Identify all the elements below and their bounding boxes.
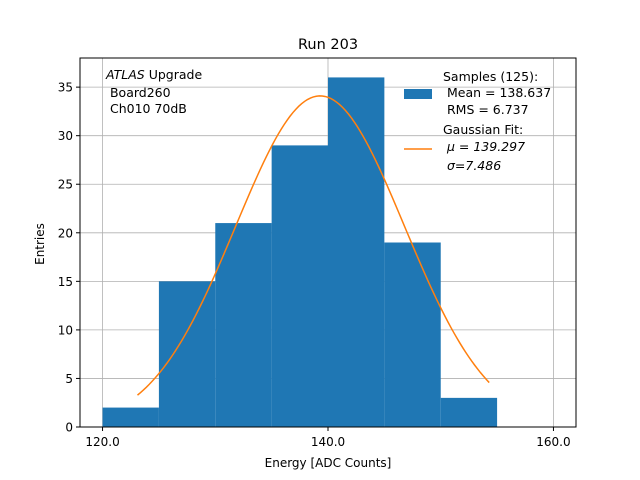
y-tick-label: 10	[58, 323, 73, 337]
y-tick-label: 35	[58, 81, 73, 95]
y-tick-label: 0	[65, 421, 73, 435]
histogram-bar	[215, 223, 272, 427]
y-tick-label: 15	[58, 275, 73, 289]
legend-samples-title: Samples (125):	[443, 69, 538, 84]
histogram-bar	[102, 407, 159, 427]
y-tick-label: 30	[58, 129, 73, 143]
histogram-bar	[440, 397, 498, 427]
histogram-bar	[158, 281, 216, 427]
x-tick-label: 140.0	[311, 435, 345, 449]
annotation-upgrade: Upgrade	[145, 67, 203, 82]
y-tick-label: 20	[58, 226, 73, 240]
y-axis-ticks: 0 5 10 15 20 25 30 35	[58, 81, 80, 435]
x-axis-label: Energy [ADC Counts]	[265, 456, 392, 470]
y-tick-label: 5	[65, 372, 73, 386]
annotation-line-1: ATLAS Upgrade	[105, 67, 202, 82]
x-tick-label: 120.0	[85, 435, 119, 449]
annotation-line-3: Ch010 70dB	[106, 101, 187, 116]
x-axis-ticks: 120.0 140.0 160.0	[85, 427, 571, 449]
histogram-bars	[102, 77, 498, 428]
x-tick-label: 160.0	[536, 435, 570, 449]
legend-samples-rms: RMS = 6.737	[443, 102, 529, 117]
y-tick-label: 25	[58, 178, 73, 192]
annotation-box: ATLAS Upgrade Board260 Ch010 70dB	[105, 67, 202, 116]
histogram-bar	[384, 242, 441, 427]
histogram-bar	[271, 145, 328, 428]
annotation-line-2: Board260	[106, 85, 171, 100]
histogram-bar	[328, 77, 385, 427]
fit-curve	[137, 95, 490, 396]
annotation-atlas: ATLAS	[105, 67, 145, 82]
legend-fit-sigma: σ=7.486	[443, 158, 501, 173]
gaussian-fit	[137, 95, 490, 396]
chart-title: Run 203	[298, 37, 358, 53]
legend-histogram-swatch	[404, 89, 432, 99]
legend-fit-mu: μ = 139.297	[443, 139, 525, 154]
legend-samples-mean: Mean = 138.637	[443, 85, 551, 100]
legend-fit-title: Gaussian Fit:	[443, 122, 523, 137]
legend: Samples (125): Mean = 138.637 RMS = 6.73…	[404, 69, 551, 173]
y-axis-label: Entries	[33, 223, 47, 265]
